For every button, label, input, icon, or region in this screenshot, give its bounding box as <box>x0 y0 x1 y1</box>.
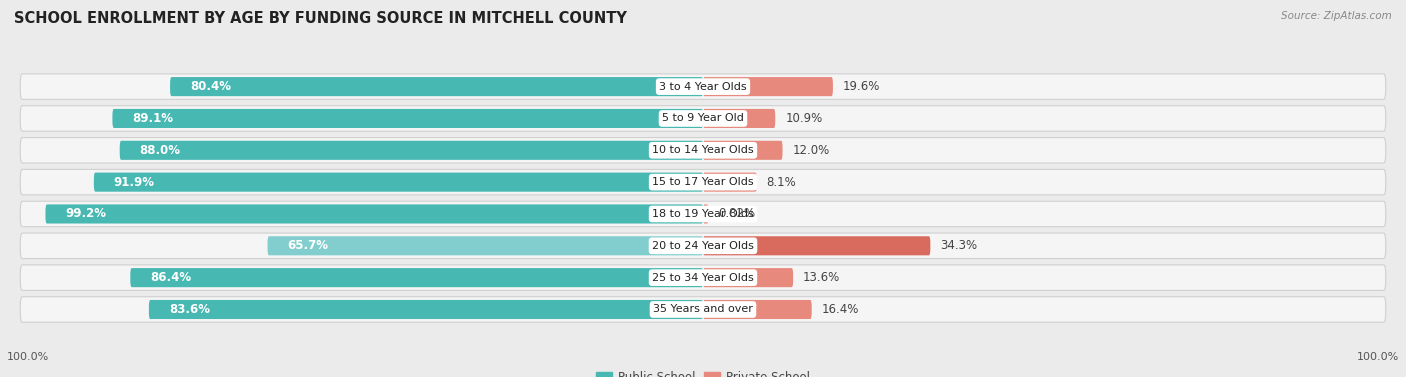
Text: 3 to 4 Year Olds: 3 to 4 Year Olds <box>659 82 747 92</box>
Legend: Public School, Private School: Public School, Private School <box>592 366 814 377</box>
FancyBboxPatch shape <box>20 106 1386 131</box>
Text: 65.7%: 65.7% <box>287 239 329 252</box>
Text: 15 to 17 Year Olds: 15 to 17 Year Olds <box>652 177 754 187</box>
Text: SCHOOL ENROLLMENT BY AGE BY FUNDING SOURCE IN MITCHELL COUNTY: SCHOOL ENROLLMENT BY AGE BY FUNDING SOUR… <box>14 11 627 26</box>
FancyBboxPatch shape <box>20 233 1386 259</box>
Text: 100.0%: 100.0% <box>7 352 49 362</box>
FancyBboxPatch shape <box>703 236 931 255</box>
Text: 13.6%: 13.6% <box>803 271 841 284</box>
Text: 25 to 34 Year Olds: 25 to 34 Year Olds <box>652 273 754 283</box>
Text: 5 to 9 Year Old: 5 to 9 Year Old <box>662 113 744 123</box>
FancyBboxPatch shape <box>703 268 793 287</box>
FancyBboxPatch shape <box>703 300 811 319</box>
FancyBboxPatch shape <box>703 173 756 192</box>
Text: 19.6%: 19.6% <box>842 80 880 93</box>
Text: 35 Years and over: 35 Years and over <box>652 305 754 314</box>
FancyBboxPatch shape <box>45 204 703 224</box>
Text: Source: ZipAtlas.com: Source: ZipAtlas.com <box>1281 11 1392 21</box>
Text: 16.4%: 16.4% <box>821 303 859 316</box>
Text: 10.9%: 10.9% <box>785 112 823 125</box>
Text: 89.1%: 89.1% <box>132 112 173 125</box>
FancyBboxPatch shape <box>20 169 1386 195</box>
Text: 18 to 19 Year Olds: 18 to 19 Year Olds <box>652 209 754 219</box>
FancyBboxPatch shape <box>170 77 703 96</box>
FancyBboxPatch shape <box>703 204 709 224</box>
FancyBboxPatch shape <box>20 74 1386 100</box>
FancyBboxPatch shape <box>703 77 832 96</box>
Text: 0.82%: 0.82% <box>718 207 755 221</box>
Text: 100.0%: 100.0% <box>1357 352 1399 362</box>
FancyBboxPatch shape <box>703 141 783 160</box>
FancyBboxPatch shape <box>20 201 1386 227</box>
FancyBboxPatch shape <box>20 138 1386 163</box>
FancyBboxPatch shape <box>120 141 703 160</box>
FancyBboxPatch shape <box>267 236 703 255</box>
FancyBboxPatch shape <box>149 300 703 319</box>
Text: 99.2%: 99.2% <box>65 207 107 221</box>
Text: 80.4%: 80.4% <box>190 80 231 93</box>
FancyBboxPatch shape <box>94 173 703 192</box>
Text: 83.6%: 83.6% <box>169 303 209 316</box>
FancyBboxPatch shape <box>131 268 703 287</box>
FancyBboxPatch shape <box>112 109 703 128</box>
Text: 88.0%: 88.0% <box>139 144 180 157</box>
Text: 10 to 14 Year Olds: 10 to 14 Year Olds <box>652 145 754 155</box>
Text: 12.0%: 12.0% <box>793 144 830 157</box>
Text: 20 to 24 Year Olds: 20 to 24 Year Olds <box>652 241 754 251</box>
FancyBboxPatch shape <box>20 265 1386 290</box>
FancyBboxPatch shape <box>703 109 775 128</box>
Text: 86.4%: 86.4% <box>150 271 191 284</box>
FancyBboxPatch shape <box>20 297 1386 322</box>
Text: 34.3%: 34.3% <box>941 239 977 252</box>
Text: 91.9%: 91.9% <box>114 176 155 188</box>
Text: 8.1%: 8.1% <box>766 176 796 188</box>
